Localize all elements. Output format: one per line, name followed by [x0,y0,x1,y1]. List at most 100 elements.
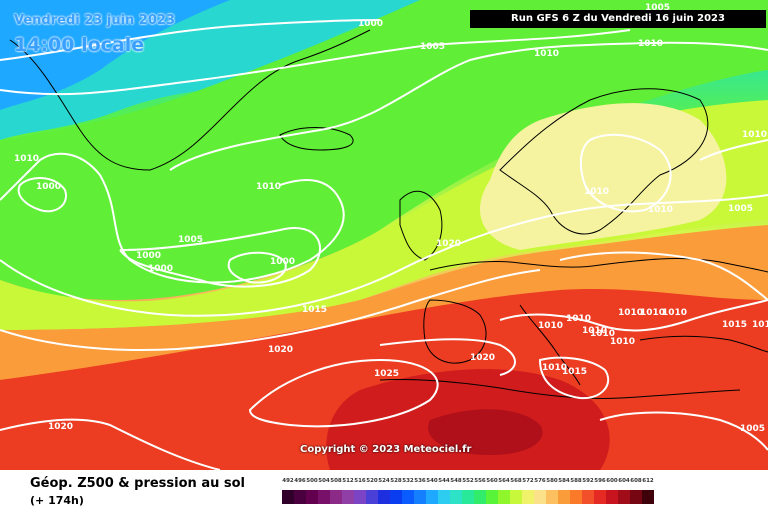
scale-swatch-600 [606,490,618,504]
isobar-label-1015-greece: 1015 [562,367,587,377]
scale-swatch-496 [294,490,306,504]
isobar-label-1010-west: 1010 [14,154,39,164]
scale-label-492: 492 [282,478,294,484]
scale-swatch-492 [282,490,294,504]
isobar-label-1010-far-east: 1010 [752,320,768,330]
z500-band-yellow [480,103,727,250]
europe-coast [429,258,768,273]
scale-label-600: 600 [606,478,618,484]
isobar-label-1000-central-b: 1000 [148,264,173,274]
scale-label-512: 512 [342,478,354,484]
scale-swatch-524 [378,490,390,504]
isobar-1000-west-low [17,177,67,213]
scale-label-516: 516 [354,478,366,484]
isobar-label-1020-atlantic: 1020 [268,345,293,355]
scale-label-500: 500 [306,478,318,484]
isobar-1000-north [0,19,381,61]
isobar-label-1000-west-low: 1000 [36,182,61,192]
valid-date: Vendredi 23 juin 2023 [14,13,175,28]
scale-label-504: 504 [318,478,330,484]
isobar-1010-scandinavia [579,133,672,213]
isobar-label-1010-northeast: 1010 [638,39,663,49]
isobar-label-layer: 1000 1005 1010 1010 1005 1010 1000 1010 … [14,3,768,434]
isobar-1010-north [169,41,768,171]
scale-swatch-568 [510,490,522,504]
isobar-label-1010-central: 1010 [256,182,281,192]
scale-swatch-508 [330,490,342,504]
scale-label-520: 520 [366,478,378,484]
weather-map: 1000 1005 1010 1010 1005 1010 1000 1010 … [0,0,768,470]
scale-swatch-560 [486,490,498,504]
scandinavia-coast [499,88,709,235]
z500-band-core [428,409,543,455]
greenland-coast [9,29,371,171]
scale-label-612: 612 [642,478,654,484]
isobar-1020-iberia [379,338,516,376]
scale-label-560: 560 [486,478,498,484]
turkey-coast [639,335,768,353]
scale-swatch-564 [498,490,510,504]
scale-swatch-520 [366,490,378,504]
scale-label-588: 588 [570,478,582,484]
north-africa-coast [379,378,741,399]
isobar-label-1010-east: 1010 [742,130,767,140]
isobar-label-1010-finland: 1010 [648,205,673,215]
scale-label-524: 524 [378,478,390,484]
isobar-label-1005-central: 1005 [178,235,203,245]
isobar-label-1010-balkans-c: 1010 [662,308,687,318]
isobar-label-1010-alps: 1010 [566,314,591,324]
scale-swatch-512 [342,490,354,504]
isobar-label-1005-east: 1005 [728,204,753,214]
coastlines [9,29,768,399]
scale-label-596: 596 [594,478,606,484]
scale-label-552: 552 [462,478,474,484]
scale-label-536: 536 [414,478,426,484]
isobar-label-1010-italy-b: 1010 [582,326,607,336]
isobar-label-1025-azores: 1025 [374,369,399,379]
isobar-label-1010-balkans-b: 1010 [640,308,665,318]
isobar-label-1005-turkey: 1005 [740,424,765,434]
isobar-1020-southwest [0,418,221,470]
scale-swatch-504 [318,490,330,504]
scale-swatch-584 [558,490,570,504]
isobar-1010-west [0,152,345,284]
scale-label-576: 576 [534,478,546,484]
scale-swatch-608 [630,490,642,504]
isobar-label-1010-italy-c: 1010 [590,329,615,339]
scale-swatch-592 [582,490,594,504]
scale-label-556: 556 [474,478,486,484]
valid-time: 14:00 locale [14,34,145,56]
isobar-1010-mediterranean [499,299,768,332]
z500-band-green [0,0,768,300]
isobar-label-1010-adriatic: 1010 [610,337,635,347]
isobar-label-1000-central-c: 1000 [270,257,295,267]
scale-swatch-516 [354,490,366,504]
scale-label-584: 584 [558,478,570,484]
copyright-notice: Copyright © 2023 Meteociel.fr [300,444,472,455]
scale-swatch-500 [306,490,318,504]
isobar-label-1010-sicily: 1010 [542,363,567,373]
isobar-1005-central [119,227,321,288]
isobar-1020-atlantic [0,269,541,351]
scale-swatch-572 [522,490,534,504]
scale-swatch-588 [570,490,582,504]
isobar-1015-east [559,251,768,301]
isobar-1025 [248,358,439,428]
isobar-label-1020-iberia: 1020 [470,353,495,363]
isobar-label-1015-atlantic: 1015 [302,305,327,315]
isobars [0,19,768,470]
isobar-label-1010-italy-a: 1010 [538,321,563,331]
scale-swatch-580 [546,490,558,504]
scale-swatch-552 [462,490,474,504]
color-scale-bar [282,490,654,504]
scale-label-572: 572 [522,478,534,484]
scale-swatch-604 [618,490,630,504]
scale-label-508: 508 [330,478,342,484]
isobar-label-1000-north: 1000 [358,19,383,29]
isobar-label-1010-scandinavia: 1010 [584,187,609,197]
scale-label-604: 604 [618,478,630,484]
scale-label-544: 544 [438,478,450,484]
scale-label-496: 496 [294,478,306,484]
isobar-label-1010-north: 1010 [534,49,559,59]
scale-swatch-596 [594,490,606,504]
